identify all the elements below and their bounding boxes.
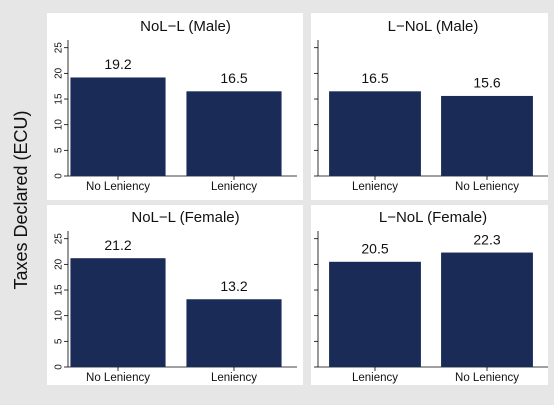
y-tick-label: 10: [54, 119, 65, 131]
y-axis-label: Taxes Declared (ECU): [11, 110, 31, 289]
x-tick-label: Leniency: [352, 181, 398, 193]
bar: [70, 258, 166, 367]
y-tick-label: 20: [54, 258, 65, 270]
bar: [70, 77, 166, 176]
value-label: 16.5: [361, 70, 388, 86]
value-label: 13.2: [220, 278, 247, 294]
y-tick-label: 25: [54, 42, 65, 54]
x-tick-label: Leniency: [211, 372, 257, 384]
bar: [441, 252, 533, 367]
x-tick-label: Leniency: [352, 372, 398, 384]
x-tick-label: No Leniency: [455, 181, 519, 193]
y-tick-label: 15: [54, 284, 65, 296]
panel-title: L−NoL (Male): [388, 18, 479, 35]
value-label: 20.5: [361, 240, 388, 256]
x-tick-label: No Leniency: [86, 372, 150, 384]
y-tick-label: 5: [54, 147, 65, 153]
value-label: 19.2: [104, 56, 131, 72]
y-tick-label: 20: [54, 67, 65, 79]
bar: [329, 261, 421, 367]
panel-title: L−NoL (Female): [379, 209, 487, 226]
value-label: 16.5: [220, 70, 247, 86]
value-label: 22.3: [473, 231, 500, 247]
bar: [186, 91, 282, 176]
panel-title: NoL−L (Female): [131, 209, 239, 226]
bar: [441, 95, 533, 176]
x-tick-label: No Leniency: [455, 372, 519, 384]
bar: [186, 299, 282, 367]
y-tick-label: 10: [54, 310, 65, 322]
y-tick-label: 5: [54, 338, 65, 344]
value-label: 21.2: [104, 237, 131, 253]
value-label: 15.6: [473, 75, 500, 91]
x-tick-label: Leniency: [211, 181, 257, 193]
x-tick-label: No Leniency: [86, 181, 150, 193]
y-tick-label: 0: [54, 173, 65, 179]
bar: [329, 91, 421, 176]
panel-title: NoL−L (Male): [140, 18, 231, 35]
y-tick-label: 0: [54, 364, 65, 370]
y-tick-label: 15: [54, 93, 65, 105]
y-tick-label: 25: [54, 233, 65, 245]
